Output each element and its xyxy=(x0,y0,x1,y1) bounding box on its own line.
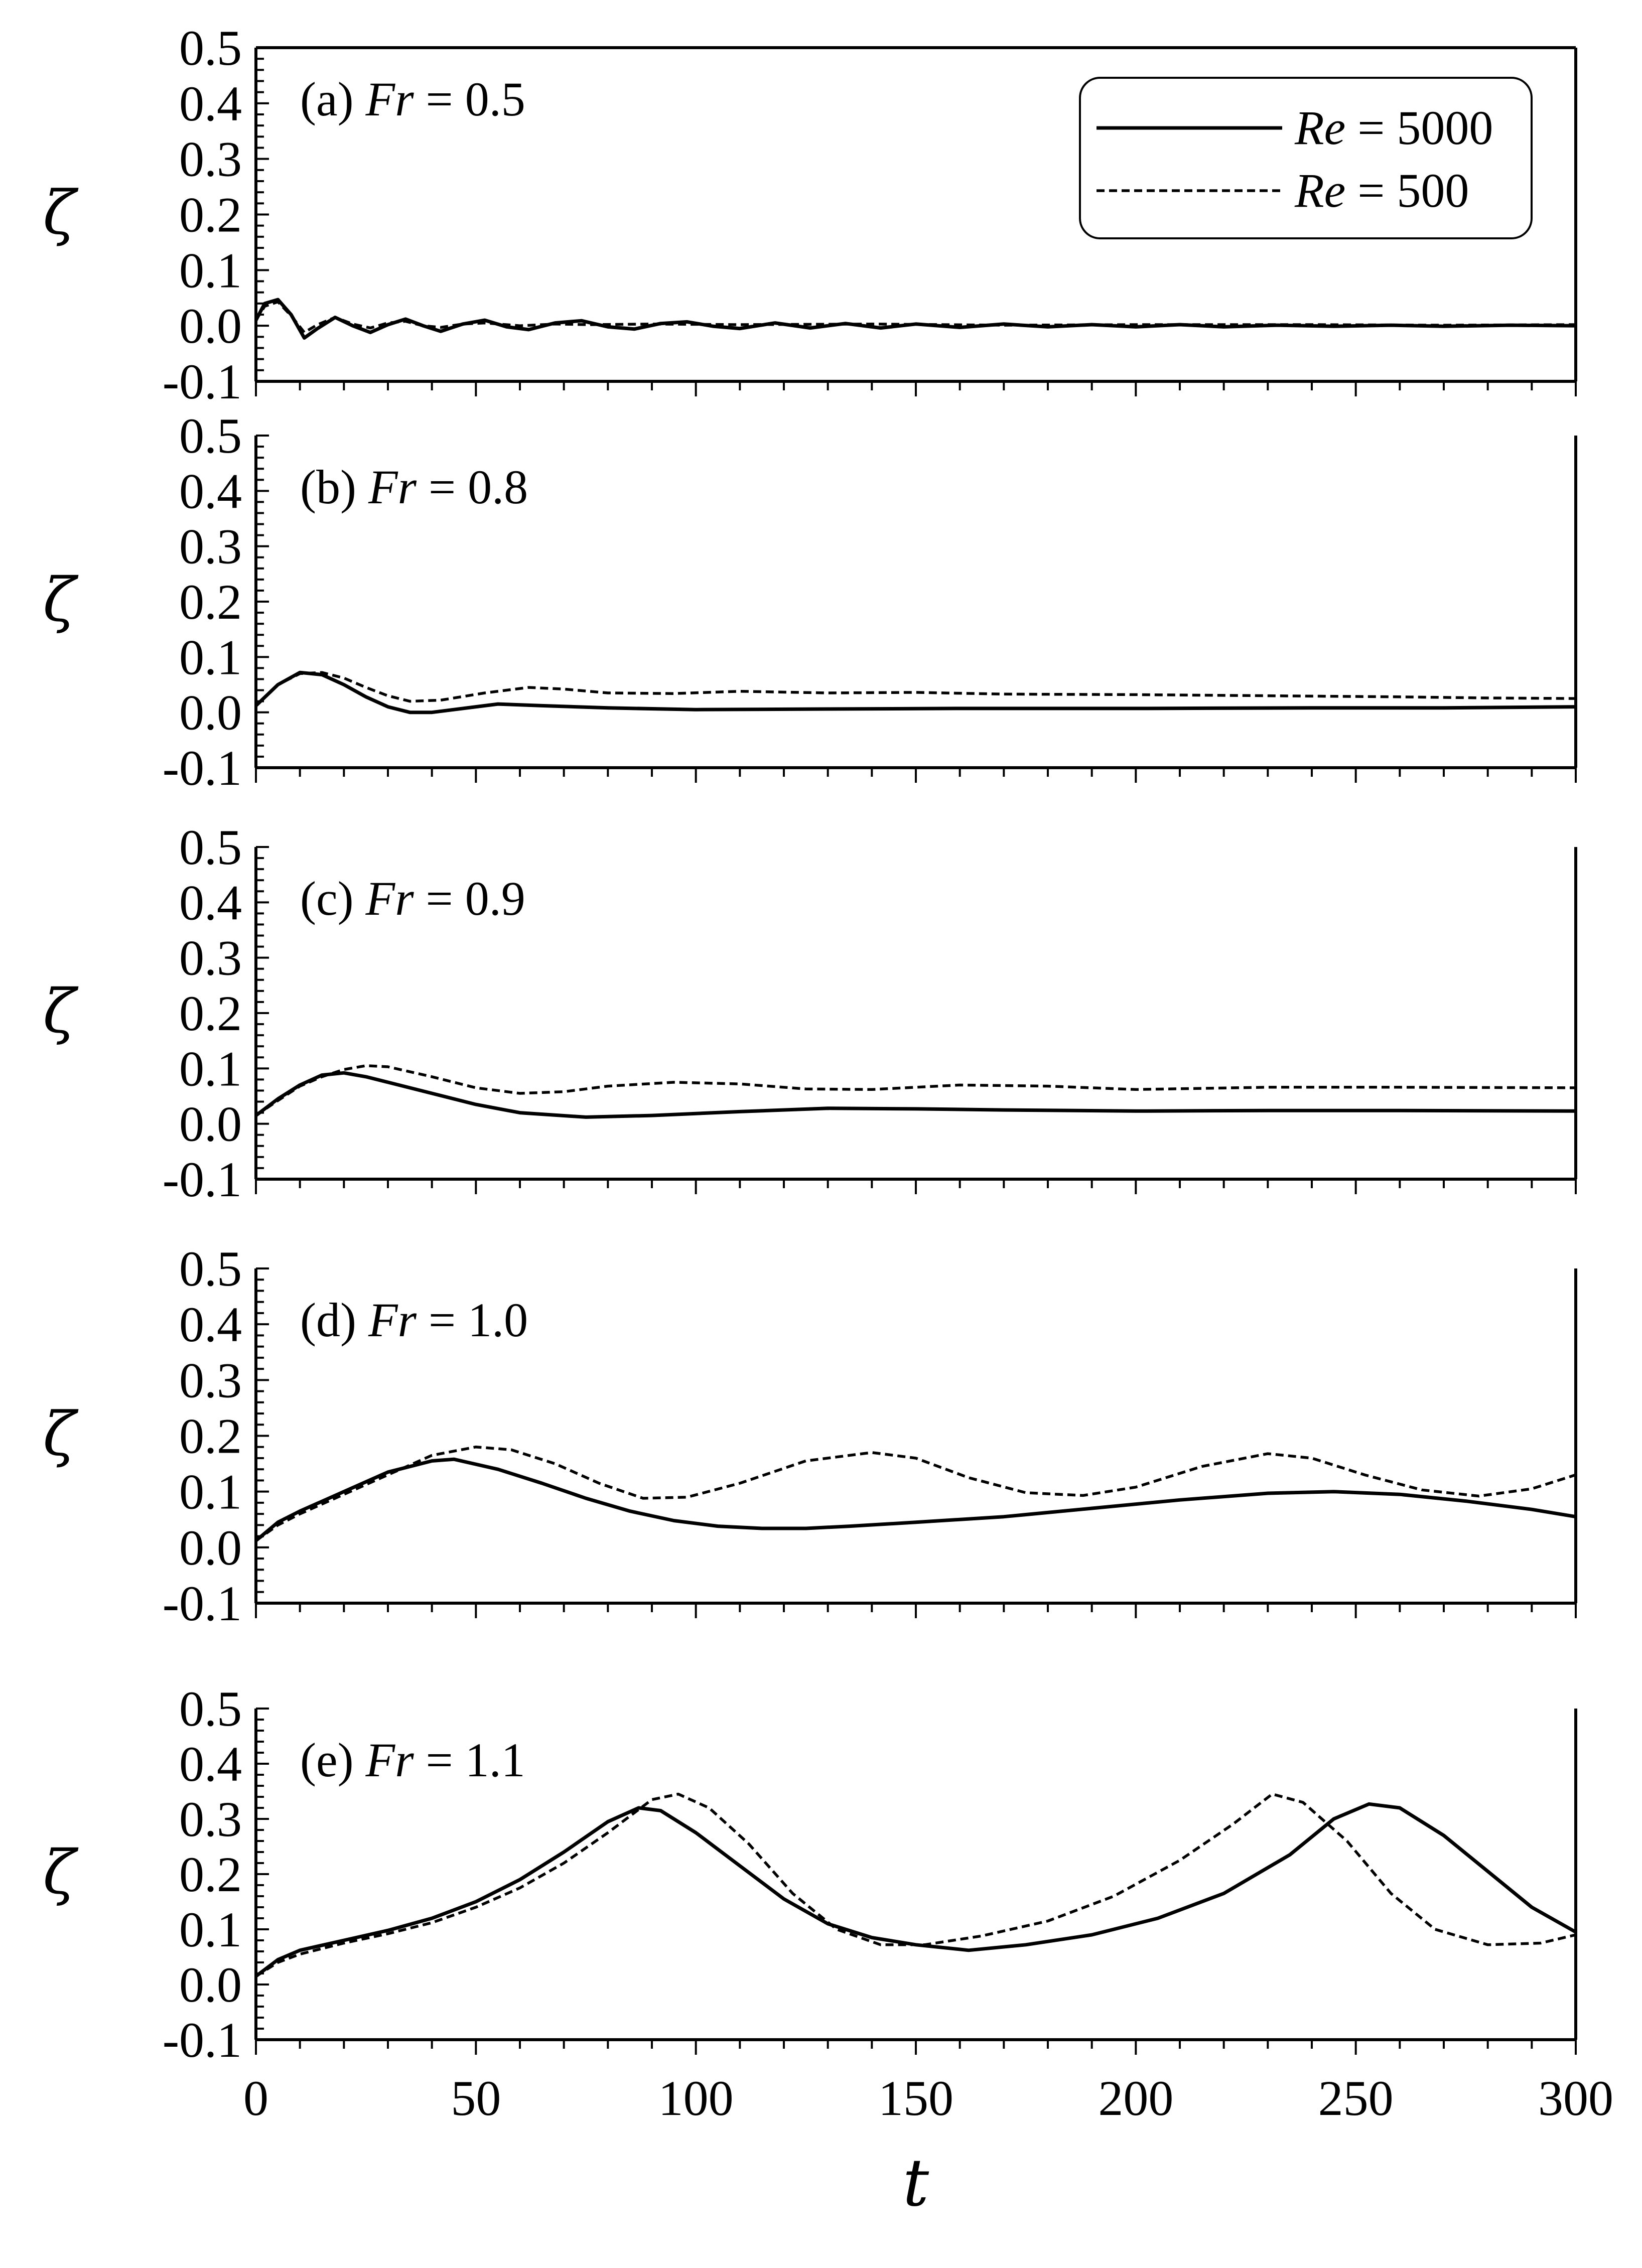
y-tick-label: 0.3 xyxy=(179,1352,242,1408)
y-tick-label: 0.1 xyxy=(179,629,242,685)
panel-label: (d) Fr = 1.0 xyxy=(300,1293,528,1347)
y-tick-label: 0.2 xyxy=(179,574,242,630)
series-re-5000-line xyxy=(254,1802,1577,1978)
series-re-500-line xyxy=(255,1445,1576,1542)
legend-entry-variable: Re xyxy=(1294,164,1345,217)
panel-label-variable: Fr xyxy=(368,1293,417,1347)
y-tick-label: 0.5 xyxy=(179,1241,242,1297)
y-tick-label: 0.5 xyxy=(179,20,242,76)
y-tick-label: 0.4 xyxy=(179,875,242,930)
legend-entry-value: = 5000 xyxy=(1345,101,1493,155)
panel-e: -0.10.00.10.20.30.40.5 ζ (e) Fr = 1.1 xyxy=(43,1681,1577,2068)
y-axis-title: ζ xyxy=(43,179,78,248)
panel-a: -0.10.00.10.20.30.40.5 ζ (a) Fr = 0.5 xyxy=(43,20,1577,409)
y-tick-label: -0.1 xyxy=(163,740,242,796)
y-tick-label: 0.1 xyxy=(179,1041,242,1096)
y-tick-label: 0.2 xyxy=(179,187,242,243)
legend-box xyxy=(1079,77,1533,239)
y-tick-label: 0.3 xyxy=(179,519,242,575)
x-tick-label: 100 xyxy=(658,2070,734,2126)
panel-label: (b) Fr = 0.8 xyxy=(300,460,528,514)
panel-c: -0.10.00.10.20.30.40.5 ζ (c) Fr = 0.9 xyxy=(43,819,1577,1207)
y-tick-label: 0.0 xyxy=(179,685,242,741)
panel-label-value: = 0.5 xyxy=(414,72,525,126)
x-tick-label: 200 xyxy=(1098,2070,1173,2126)
y-tick-label: 0.1 xyxy=(179,242,242,298)
y-axis-title: ζ xyxy=(43,565,78,635)
legend-entry-value: = 500 xyxy=(1345,164,1469,217)
series-re-5000-line xyxy=(254,298,1576,340)
y-tick-label: 0.2 xyxy=(179,1847,242,1902)
y-tick-label: 0.3 xyxy=(179,930,242,986)
legend-entry-label: Re = 500 xyxy=(1294,164,1469,217)
y-tick-label: -0.1 xyxy=(163,1576,242,1631)
y-tick-label: 0.0 xyxy=(179,1096,242,1152)
y-tick-label: 0.5 xyxy=(179,408,242,464)
y-axis-title: ζ xyxy=(43,977,78,1047)
x-tick-label: 250 xyxy=(1318,2070,1394,2126)
x-tick-label: 50 xyxy=(451,2070,501,2126)
y-tick-label: -0.1 xyxy=(163,1152,242,1207)
y-tick-label: 0.0 xyxy=(179,298,242,354)
y-tick-label: 0.4 xyxy=(179,463,242,519)
legend-entry-variable: Re xyxy=(1294,101,1345,155)
legend-entry-label: Re = 5000 xyxy=(1294,101,1493,155)
y-tick-label: -0.1 xyxy=(163,2012,242,2068)
panel-label-variable: Fr xyxy=(368,460,417,514)
panel-label-prefix: (d) xyxy=(300,1293,368,1347)
series-re-5000-line xyxy=(254,670,1576,715)
y-tick-label: 0.0 xyxy=(179,1520,242,1576)
panel-d: -0.10.00.10.20.30.40.5 ζ (d) Fr = 1.0 xyxy=(43,1241,1577,1631)
y-tick-label: 0.2 xyxy=(179,1408,242,1464)
y-tick-label: 0.4 xyxy=(179,1297,242,1352)
panel-b: -0.10.00.10.20.30.40.5 ζ (b) Fr = 0.8 xyxy=(43,408,1577,796)
panel-label: (e) Fr = 1.1 xyxy=(300,1733,525,1787)
y-tick-label: -0.1 xyxy=(163,354,242,409)
y-tick-label: 0.1 xyxy=(179,1902,242,1957)
panel-label-prefix: (e) xyxy=(300,1733,366,1787)
series-re-5000-line xyxy=(254,1457,1576,1542)
panel-label-prefix: (a) xyxy=(300,72,366,126)
panel-label-value: = 0.9 xyxy=(414,872,525,925)
series-re-5000-line xyxy=(254,1071,1576,1119)
y-tick-label: 0.5 xyxy=(179,1681,242,1737)
y-tick-label: 0.2 xyxy=(179,985,242,1041)
series-re-500-line xyxy=(255,671,1576,707)
y-tick-label: 0.3 xyxy=(179,1791,242,1847)
x-axis-title: t xyxy=(903,2145,929,2221)
y-tick-label: 0.3 xyxy=(179,131,242,187)
panel-label: (a) Fr = 0.5 xyxy=(300,72,525,126)
x-tick-label: 300 xyxy=(1538,2070,1613,2126)
series-re-500-line xyxy=(255,1792,1576,1977)
series-re-500-line xyxy=(254,300,1576,334)
panel-label-value: = 1.0 xyxy=(417,1293,528,1347)
series-re-500-line xyxy=(255,1064,1576,1117)
y-tick-label: 0.4 xyxy=(179,1736,242,1792)
panel-label-variable: Fr xyxy=(365,1733,415,1787)
y-tick-label: 0.5 xyxy=(179,819,242,875)
y-axis-title: ζ xyxy=(43,1838,78,1908)
panel-label-variable: Fr xyxy=(365,72,415,126)
x-tick-label: 150 xyxy=(878,2070,953,2126)
x-tick-label: 0 xyxy=(243,2070,268,2126)
y-tick-label: 0.4 xyxy=(179,76,242,131)
panel-label-prefix: (c) xyxy=(300,872,366,925)
panel-label-value: = 1.1 xyxy=(414,1733,525,1787)
panel-label-value: = 0.8 xyxy=(417,460,528,514)
y-axis-title: ζ xyxy=(43,1400,78,1470)
panel-label: (c) Fr = 0.9 xyxy=(300,872,525,925)
y-tick-label: 0.0 xyxy=(179,1957,242,2013)
panel-label-variable: Fr xyxy=(365,872,415,925)
panel-label-prefix: (b) xyxy=(300,460,368,514)
y-tick-label: 0.1 xyxy=(179,1464,242,1520)
